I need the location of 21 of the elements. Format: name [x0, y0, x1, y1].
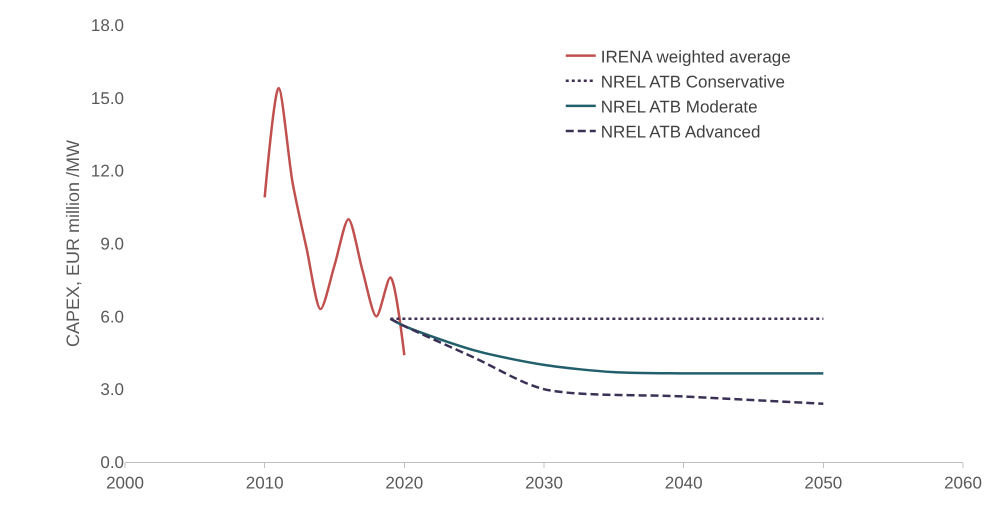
x-tick-label: 2020 [385, 473, 424, 492]
x-tick-label: 2010 [246, 473, 284, 492]
y-tick-label: 15.0 [90, 88, 124, 108]
x-tick-label: 2000 [106, 473, 144, 492]
x-tick-label: 2050 [804, 473, 842, 492]
legend-label: IRENA weighted average [600, 47, 791, 66]
y-tick-label: 0.0 [100, 452, 124, 472]
y-tick-label: 6.0 [100, 307, 124, 326]
legend-label: NREL ATB Moderate [600, 97, 758, 116]
x-tick-label: 2060 [944, 473, 982, 492]
legend-label: NREL ATB Advanced [600, 122, 760, 142]
x-tick-label: 2030 [525, 473, 563, 492]
y-tick-label: 12.0 [90, 162, 124, 181]
line-series [263, 86, 406, 356]
y-tick-label: 9.0 [100, 234, 124, 254]
y-axis-title: CAPEX, EUR million /MW [63, 140, 83, 348]
legend-label: NREL ATB Conservative [600, 72, 786, 92]
y-tick-label: 18.0 [90, 16, 124, 35]
line-series [389, 318, 825, 405]
x-tick-label: 2040 [664, 473, 703, 492]
y-tick-label: 3.0 [100, 380, 124, 400]
